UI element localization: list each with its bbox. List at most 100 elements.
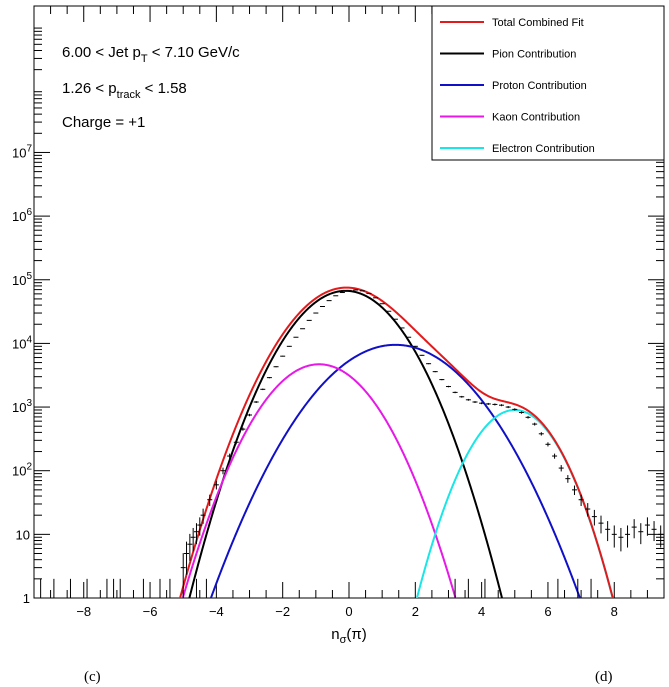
data-point xyxy=(260,388,266,391)
legend-entry: Proton Contribution xyxy=(440,80,587,92)
annotation-jet-pt: 6.00 < Jet pT < 7.10 GeV/c xyxy=(62,44,240,65)
data-point xyxy=(644,517,650,536)
data-point xyxy=(545,442,551,447)
data-point xyxy=(300,328,306,330)
legend-label: Kaon Contribution xyxy=(492,112,580,124)
data-point xyxy=(658,525,664,548)
x-tick-label: 4 xyxy=(478,604,485,619)
data-point xyxy=(197,517,203,536)
data-point xyxy=(605,521,611,542)
data-point xyxy=(253,401,259,403)
x-tick-label: 0 xyxy=(345,604,352,619)
annotation-charge: Charge = +1 xyxy=(62,114,145,131)
data-point xyxy=(591,509,597,526)
legend: Total Combined Fit Pion Contribution Proto… xyxy=(431,5,665,161)
y-tick-label: 103 xyxy=(12,398,32,415)
y-tick-label: 10 xyxy=(16,527,30,542)
data-point xyxy=(505,406,511,409)
data-point xyxy=(280,355,286,357)
data-point xyxy=(240,427,246,431)
data-point xyxy=(439,378,445,381)
data-point xyxy=(247,413,253,417)
data-point xyxy=(525,416,531,419)
data-point xyxy=(485,402,491,405)
legend-entry: Electron Contribution xyxy=(440,143,595,155)
x-tick-label: −4 xyxy=(209,604,224,619)
curves xyxy=(179,286,614,598)
legend-label: Pion Contribution xyxy=(492,49,576,61)
x-tick-label: −2 xyxy=(275,604,290,619)
x-axis-label: nσ(π) xyxy=(331,626,366,646)
legend-label: Electron Contribution xyxy=(492,143,595,155)
x-tick-label: 2 xyxy=(412,604,419,619)
data-point xyxy=(651,521,657,542)
data-point xyxy=(399,327,405,329)
legend-label: Total Combined Fit xyxy=(492,17,584,29)
series-line-proton-contribution xyxy=(209,343,581,598)
legend-label: Proton Contribution xyxy=(492,80,587,92)
data-point xyxy=(532,422,538,426)
data-point xyxy=(187,533,193,561)
data-point xyxy=(293,336,299,338)
data-point xyxy=(412,345,418,347)
legend-entry: Kaon Contribution xyxy=(440,112,580,124)
legend-entry: Total Combined Fit xyxy=(440,17,584,29)
data-point xyxy=(538,432,544,436)
series-line-total-combined-fit xyxy=(179,286,614,598)
data-point xyxy=(266,377,272,379)
data-point xyxy=(611,525,617,548)
data-point xyxy=(618,527,624,552)
data-point xyxy=(492,403,498,406)
legend-entry: Pion Contribution xyxy=(440,49,576,61)
data-points xyxy=(40,289,664,598)
data-point xyxy=(213,480,219,490)
data-point xyxy=(207,494,213,506)
x-tick-label: −6 xyxy=(143,604,158,619)
data-point xyxy=(273,366,279,368)
data-point xyxy=(190,527,196,552)
y-tick-label: 104 xyxy=(12,334,32,351)
data-point xyxy=(552,453,558,459)
data-point xyxy=(200,508,206,524)
legend-box xyxy=(431,5,665,161)
x-axis: −8 −6 −4 −2 0 2 4 6 8 xyxy=(33,6,665,619)
data-point xyxy=(571,485,577,496)
data-point xyxy=(445,385,451,388)
y-tick-label: 107 xyxy=(12,143,32,160)
data-point xyxy=(432,371,438,373)
data-point xyxy=(578,494,584,506)
data-point xyxy=(512,408,518,411)
data-point xyxy=(479,402,485,405)
annotation-p-track: 1.26 < ptrack < 1.58 xyxy=(62,80,187,101)
x-tick-label: 6 xyxy=(544,604,551,619)
data-point xyxy=(426,363,432,365)
series-line-pion-contribution xyxy=(188,289,504,598)
data-point xyxy=(406,336,412,338)
data-point xyxy=(638,523,644,545)
data-point xyxy=(452,391,458,394)
data-point xyxy=(220,467,226,475)
data-point xyxy=(598,515,604,534)
data-point xyxy=(499,404,505,407)
series-line-kaon-contribution xyxy=(181,363,457,598)
data-point xyxy=(233,440,239,445)
y-tick-label: 1 xyxy=(23,591,30,606)
data-point xyxy=(465,398,471,401)
y-tick-label: 106 xyxy=(12,207,32,224)
subfigure-label-right: (d) xyxy=(595,669,613,685)
data-point xyxy=(193,523,199,545)
data-point xyxy=(184,541,190,575)
annotations: 6.00 < Jet pT < 7.10 GeV/c 1.26 < ptrack… xyxy=(62,44,240,131)
data-point xyxy=(565,475,571,483)
y-tick-label: 105 xyxy=(12,271,32,288)
data-point xyxy=(286,345,292,347)
data-point xyxy=(585,503,591,517)
data-point xyxy=(459,395,465,398)
x-tick-label: 8 xyxy=(611,604,618,619)
data-point xyxy=(631,519,637,539)
data-point xyxy=(472,401,478,403)
x-tick-label: −8 xyxy=(76,604,91,619)
y-tick-label: 102 xyxy=(12,462,32,479)
data-point xyxy=(180,553,186,598)
